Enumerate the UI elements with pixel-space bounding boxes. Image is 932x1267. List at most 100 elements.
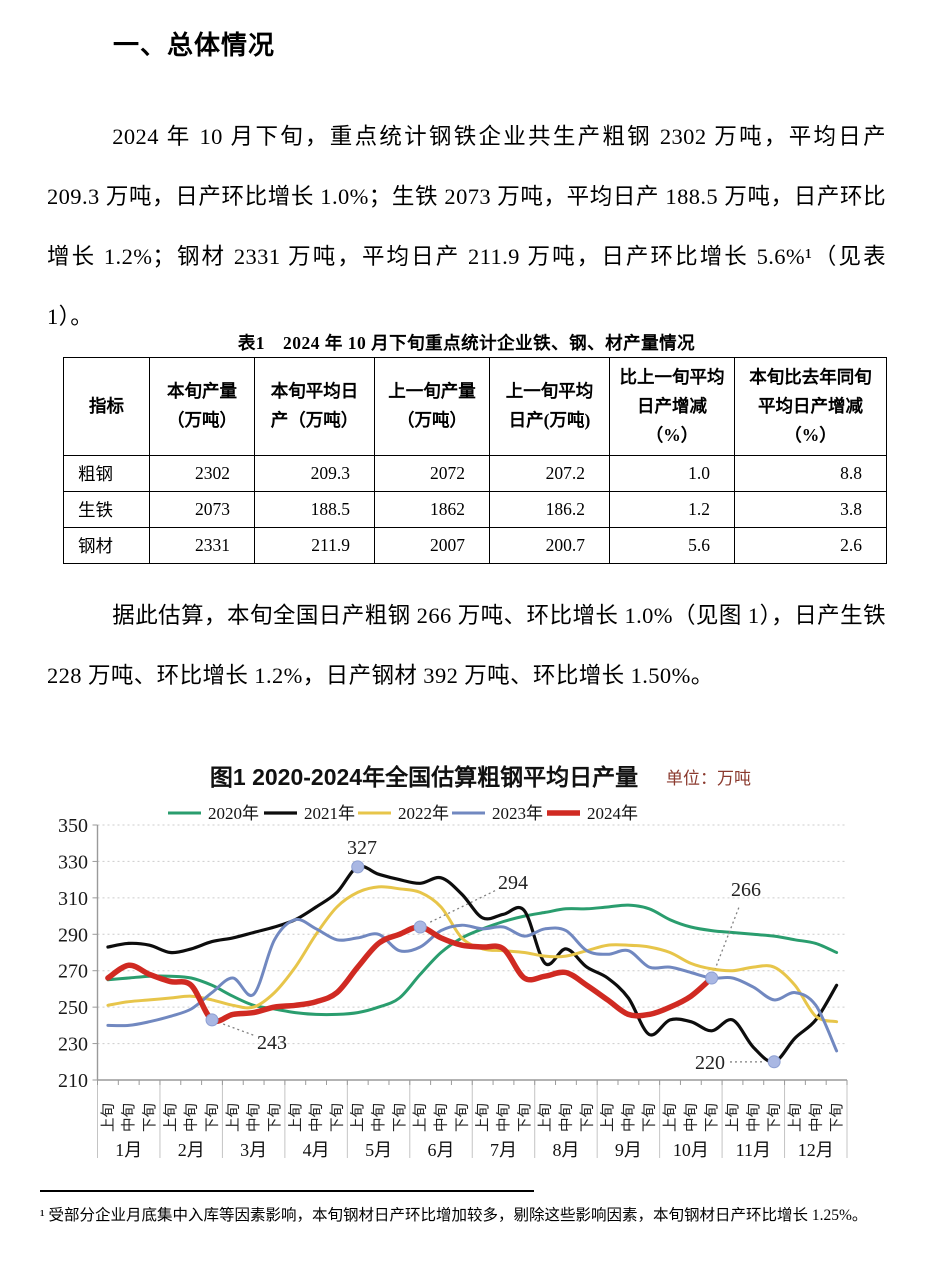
legend-item-2023年: 2023年 [452, 804, 543, 823]
legend-label: 2020年 [208, 804, 259, 823]
x-period-label: 上旬 [350, 1103, 367, 1132]
cell-value: 186.2 [489, 490, 610, 528]
legend-item-2024年: 2024年 [547, 804, 638, 823]
x-month-label: 2月 [178, 1140, 205, 1160]
cell-indicator: 钢材 [63, 526, 150, 564]
x-month-label: 11月 [736, 1140, 771, 1160]
x-period-label: 上旬 [724, 1103, 741, 1132]
x-month-label: 4月 [303, 1140, 330, 1160]
y-axis-label: 230 [58, 1034, 88, 1056]
cell-value: 2331 [149, 526, 255, 564]
cell-indicator: 粗钢 [63, 454, 150, 492]
footnote-separator [40, 1190, 534, 1192]
cell-value: 1862 [374, 490, 490, 528]
y-axis-label: 350 [58, 815, 88, 837]
cell-value: 188.5 [254, 490, 375, 528]
x-month-label: 10月 [673, 1140, 709, 1160]
table-row: 生铁 2073 188.5 1862 186.2 1.2 3.8 [63, 490, 887, 528]
column-header: 比上一旬平均日产增减（%） [609, 357, 735, 456]
legend-item-2022年: 2022年 [358, 804, 449, 823]
section-heading: 一、总体情况 [113, 30, 276, 60]
data-point-marker [205, 1013, 219, 1027]
y-axis-label: 310 [58, 888, 88, 910]
x-period-label: 上旬 [225, 1103, 242, 1132]
x-period-label: 下旬 [204, 1103, 221, 1132]
chart-line-2020年 [106, 903, 839, 1017]
column-header: 本旬产量（万吨） [149, 357, 255, 456]
cell-value: 3.8 [734, 490, 887, 528]
data-point-marker [351, 860, 365, 874]
x-period-label: 上旬 [287, 1103, 304, 1132]
x-month-label: 5月 [365, 1140, 392, 1160]
y-axis-label: 330 [58, 851, 88, 873]
footnote-block: ¹ 受部分企业月底集中入库等因素影响，本旬钢材日产环比增加较多，剔除这些影响因素… [40, 1190, 888, 1230]
x-period-label: 下旬 [579, 1103, 596, 1132]
chart-title: 图1 2020-2024年全国估算粗钢平均日产量 [210, 764, 638, 790]
data-point-marker [705, 971, 719, 985]
table-row: 粗钢 2302 209.3 2072 207.2 1.0 8.8 [63, 454, 887, 492]
annotation-value: 327 [347, 837, 377, 859]
x-period-label: 中旬 [808, 1103, 825, 1132]
x-period-label: 下旬 [266, 1103, 283, 1132]
x-period-label: 中旬 [745, 1103, 762, 1132]
legend-item-2021年: 2021年 [264, 804, 355, 823]
y-axis-label: 290 [58, 924, 88, 946]
x-month-label: 7月 [490, 1140, 517, 1160]
x-period-label: 下旬 [829, 1103, 846, 1132]
cell-value: 200.7 [489, 526, 610, 564]
x-month-label: 6月 [428, 1140, 455, 1160]
y-axis-label: 210 [58, 1070, 88, 1092]
x-period-label: 中旬 [620, 1103, 637, 1132]
annotation-leader [428, 890, 496, 924]
annotation-value: 294 [498, 872, 528, 894]
x-period-label: 上旬 [162, 1103, 179, 1132]
x-period-label: 中旬 [183, 1103, 200, 1132]
legend-label: 2022年 [398, 804, 449, 823]
x-period-label: 中旬 [371, 1103, 388, 1132]
cell-value: 209.3 [254, 454, 375, 492]
x-period-label: 中旬 [495, 1103, 512, 1132]
x-period-label: 下旬 [391, 1103, 408, 1132]
legend-label: 2021年 [304, 804, 355, 823]
legend-label: 2023年 [492, 804, 543, 823]
table-row: 钢材 2331 211.9 2007 200.7 5.6 2.6 [63, 526, 887, 564]
paragraph-production-summary: 2024 年 10 月下旬，重点统计钢铁企业共生产粗钢 2302 万吨，平均日产… [47, 123, 886, 329]
x-period-label: 上旬 [600, 1103, 617, 1132]
cell-value: 211.9 [254, 526, 375, 564]
cell-value: 2007 [374, 526, 490, 564]
y-axis-label: 270 [58, 961, 88, 983]
x-period-label: 下旬 [142, 1103, 159, 1132]
x-period-label: 中旬 [683, 1103, 700, 1132]
cell-value: 2072 [374, 454, 490, 492]
column-header: 上一旬产量（万吨） [374, 357, 490, 456]
cell-value: 8.8 [734, 454, 887, 492]
chart-line-2021年 [106, 864, 839, 1064]
cell-value: 1.0 [609, 454, 735, 492]
x-period-label: 中旬 [433, 1103, 450, 1132]
cell-value: 5.6 [609, 526, 735, 564]
column-header: 本旬平均日产（万吨） [254, 357, 375, 456]
x-month-label: 8月 [552, 1140, 579, 1160]
cell-value: 207.2 [489, 454, 610, 492]
column-header: 指标 [63, 357, 150, 456]
column-header: 上一旬平均日产(万吨) [489, 357, 610, 456]
x-period-label: 中旬 [558, 1103, 575, 1132]
x-period-label: 下旬 [704, 1103, 721, 1132]
footnote-text: ¹ 受部分企业月底集中入库等因素影响，本旬钢材日产环比增加较多，剔除这些影响因素… [40, 1207, 868, 1224]
x-period-label: 下旬 [329, 1103, 346, 1132]
cell-value: 2302 [149, 454, 255, 492]
x-period-label: 下旬 [766, 1103, 783, 1132]
annotation-value: 220 [695, 1052, 725, 1074]
x-period-label: 上旬 [537, 1103, 554, 1132]
cell-indicator: 生铁 [63, 490, 150, 528]
legend-label: 2024年 [587, 804, 638, 823]
table-title: 表1 2024 年 10 月下旬重点统计企业铁、钢、材产量情况 [237, 333, 696, 353]
production-table-header: 指标 本旬产量（万吨） 本旬平均日产（万吨） 上一旬产量（万吨） 上一旬平均日产(万吨)… [63, 357, 887, 456]
column-header: 本旬比去年同旬平均日产增减（%） [734, 357, 887, 456]
paragraph-national-estimate: 据此估算，本旬全国日产粗钢 266 万吨、环比增长 1.0%（见图 1），日产生… [47, 602, 886, 688]
x-month-label: 9月 [615, 1140, 642, 1160]
data-point-marker [767, 1055, 781, 1069]
x-period-label: 上旬 [100, 1103, 117, 1132]
x-period-label: 中旬 [246, 1103, 263, 1132]
